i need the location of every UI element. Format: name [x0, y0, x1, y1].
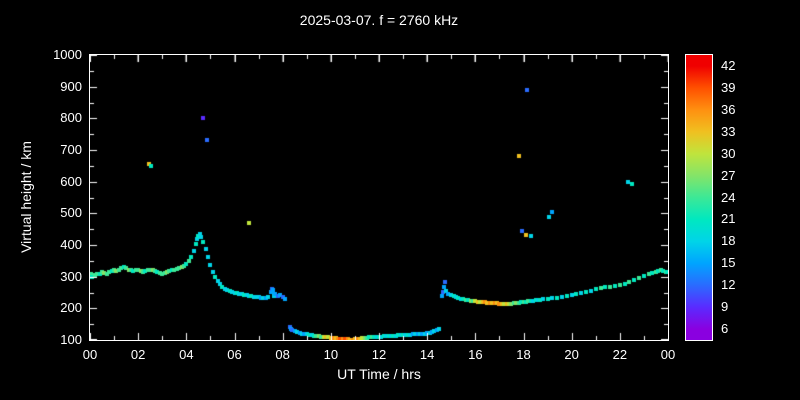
y-axis-label: Virtual height / km: [18, 141, 34, 253]
tick-label: 500: [60, 205, 82, 221]
tick-label: 9: [721, 299, 729, 315]
tick-label: 10: [323, 347, 339, 362]
tick-label: 16: [468, 347, 483, 362]
tick-label: 400: [60, 237, 82, 252]
tick-label: 24: [721, 189, 736, 205]
tick-label: 800: [60, 110, 82, 126]
colorbar-gradient: [686, 55, 712, 340]
tick-label: 12: [721, 277, 736, 293]
tick-label: 00: [82, 347, 98, 362]
tick-label: 100: [60, 332, 82, 347]
tick-label: 39: [721, 79, 736, 95]
tick-label: 42: [721, 57, 736, 73]
tick-label: 600: [60, 173, 82, 189]
x-axis-label: UT Time / hrs: [337, 366, 421, 382]
tick-label: 00: [660, 347, 676, 362]
tick-label: 18: [721, 233, 736, 249]
tick-label: 12: [371, 347, 387, 362]
tick-label: 21: [721, 211, 736, 227]
tick-label: 06: [227, 347, 242, 362]
tick-label: 20: [564, 347, 579, 362]
tick-label: 36: [721, 101, 736, 117]
tick-label: 300: [60, 268, 82, 284]
chart-title: 2025-03-07. f = 2760 kHz: [299, 12, 459, 28]
tick-label: 33: [721, 123, 736, 139]
tick-label: 700: [60, 142, 82, 157]
colorbar: [685, 54, 713, 341]
tick-label: 04: [179, 347, 194, 362]
tick-label: 1000: [53, 47, 82, 62]
tick-label: 6: [721, 321, 729, 337]
tick-label: 27: [721, 167, 736, 183]
tick-label: 30: [721, 145, 736, 161]
plot-area: [89, 54, 669, 341]
tick-label: 200: [60, 300, 82, 316]
tick-label: 08: [275, 347, 290, 362]
tick-label: 14: [419, 347, 435, 362]
tick-label: 15: [721, 255, 736, 271]
tick-label: 900: [60, 78, 82, 94]
tick-label: 18: [516, 347, 531, 362]
tick-label: 22: [612, 347, 628, 362]
tick-label: 02: [130, 347, 146, 362]
plot-canvas: [90, 55, 668, 340]
